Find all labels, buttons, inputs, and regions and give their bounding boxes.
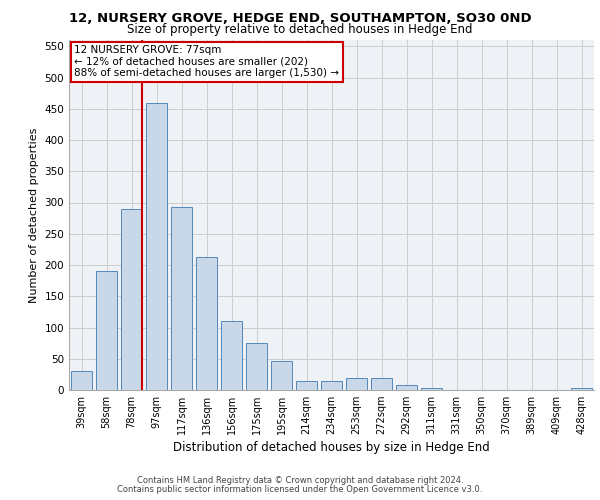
Bar: [321, 381, 342, 390]
Y-axis label: Number of detached properties: Number of detached properties: [29, 128, 39, 302]
Bar: [196, 257, 217, 390]
Bar: [96, 271, 117, 390]
Bar: [246, 343, 267, 390]
Bar: [171, 207, 192, 390]
Bar: [421, 388, 442, 390]
Bar: [571, 388, 592, 390]
Bar: [71, 371, 92, 390]
Text: 12, NURSERY GROVE, HEDGE END, SOUTHAMPTON, SO30 0ND: 12, NURSERY GROVE, HEDGE END, SOUTHAMPTO…: [68, 12, 532, 26]
Bar: [346, 378, 367, 390]
X-axis label: Distribution of detached houses by size in Hedge End: Distribution of detached houses by size …: [173, 442, 490, 454]
Text: Size of property relative to detached houses in Hedge End: Size of property relative to detached ho…: [127, 22, 473, 36]
Text: Contains HM Land Registry data © Crown copyright and database right 2024.: Contains HM Land Registry data © Crown c…: [137, 476, 463, 485]
Bar: [221, 322, 242, 390]
Text: Contains public sector information licensed under the Open Government Licence v3: Contains public sector information licen…: [118, 485, 482, 494]
Bar: [121, 209, 142, 390]
Bar: [271, 360, 292, 390]
Bar: [296, 381, 317, 390]
Text: 12 NURSERY GROVE: 77sqm
← 12% of detached houses are smaller (202)
88% of semi-d: 12 NURSERY GROVE: 77sqm ← 12% of detache…: [74, 46, 339, 78]
Bar: [371, 378, 392, 390]
Bar: [146, 102, 167, 390]
Bar: [396, 385, 417, 390]
